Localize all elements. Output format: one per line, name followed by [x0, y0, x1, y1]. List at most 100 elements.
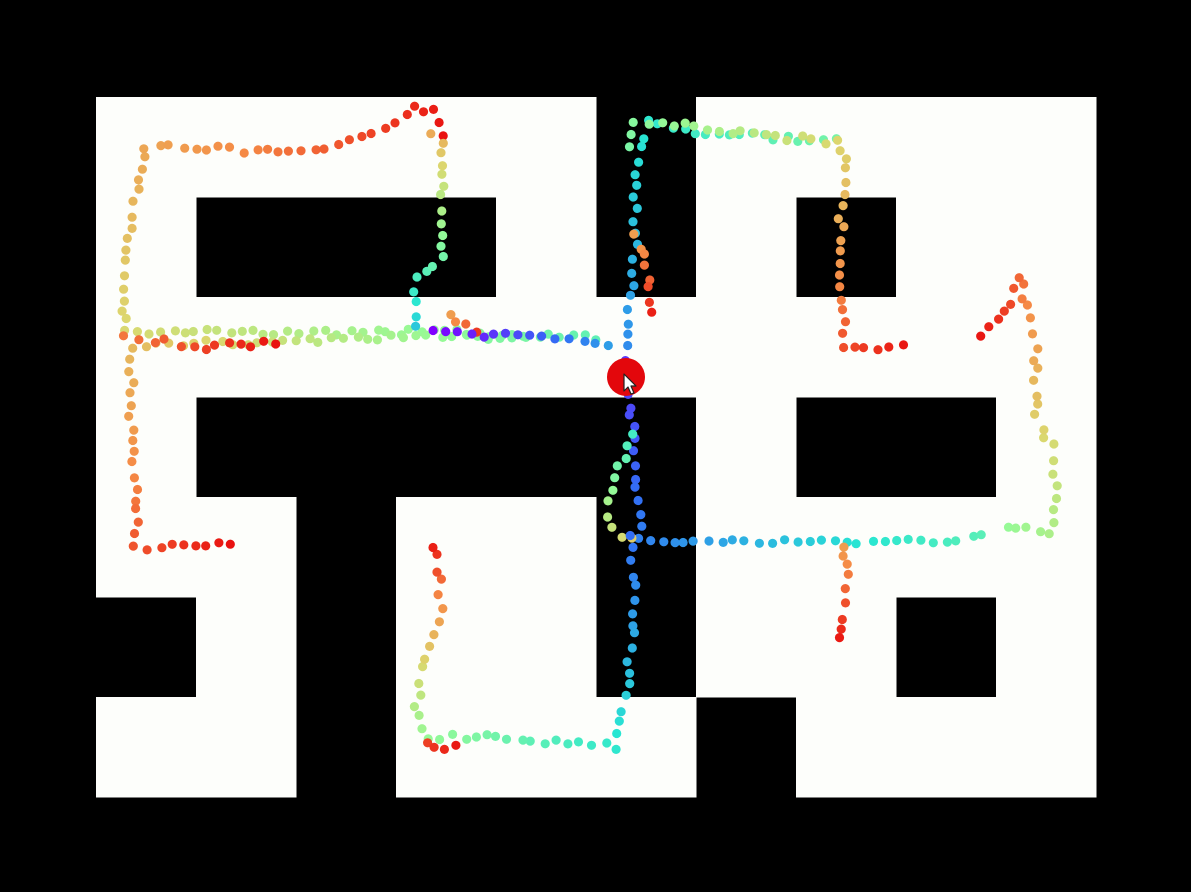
trail-dot — [658, 118, 668, 128]
trail-dot — [688, 536, 698, 546]
trail-dot — [969, 531, 979, 541]
trail-dot — [821, 139, 831, 149]
trail-dot — [644, 297, 655, 307]
trail-dot — [1036, 527, 1046, 537]
trail-dot — [129, 528, 140, 539]
trail-dot — [347, 326, 357, 336]
trail-dot — [209, 340, 220, 350]
trail-dot — [309, 326, 319, 336]
trail-dot — [313, 337, 323, 347]
trail-dot — [840, 598, 851, 608]
trail-dot — [142, 545, 152, 555]
cursor-layer — [623, 373, 637, 395]
trail-dot — [525, 736, 535, 746]
maze-floor-cell — [396, 297, 497, 398]
maze-floor-cell — [96, 197, 197, 298]
maze-floor-cell — [796, 597, 897, 698]
trail-dot — [156, 141, 166, 151]
trail-dot — [928, 538, 938, 548]
trail-dot — [353, 332, 363, 342]
trail-dot — [180, 328, 190, 338]
trail-dot — [163, 140, 173, 150]
trail-dot — [622, 657, 632, 667]
maze-floor-cell — [696, 97, 797, 198]
maze-floor-cell — [196, 597, 297, 698]
maze-floor-cell — [796, 697, 897, 798]
trail-dot — [628, 192, 638, 202]
maze-floor-cell — [696, 597, 797, 698]
trail-dot — [227, 328, 237, 338]
trail-dot — [976, 331, 986, 341]
trail-dot — [573, 737, 584, 747]
trail-dot — [1009, 283, 1019, 293]
maze-floor-cell — [196, 97, 297, 198]
trail-dot — [632, 180, 642, 190]
maze-floor-cell — [496, 197, 597, 298]
maze-floor-cell — [696, 197, 797, 298]
trail-dot — [451, 740, 461, 750]
trail-dot — [626, 555, 636, 565]
trail-dot — [840, 163, 851, 173]
trail-dot — [467, 329, 477, 339]
trail-dot — [624, 410, 634, 420]
trail-dot — [836, 624, 846, 634]
trail-dot — [128, 435, 138, 446]
trail-dot — [623, 319, 633, 329]
trail-dot — [999, 306, 1009, 316]
trail-dot — [898, 340, 909, 350]
maze-floor-cell — [596, 697, 697, 798]
trail-dot — [976, 530, 986, 540]
trail-dot — [412, 272, 422, 282]
trail-dot — [830, 536, 841, 546]
trail-dot — [834, 633, 845, 643]
trail-dot — [835, 258, 845, 269]
trail-dot — [427, 261, 437, 272]
trail-dot — [132, 327, 142, 337]
trail-dot — [839, 222, 849, 232]
trail-dot — [1014, 273, 1024, 283]
maze-floor-cell — [196, 697, 297, 798]
trail-dot — [411, 296, 421, 307]
trail-dot — [1039, 425, 1049, 435]
trail-dot — [425, 641, 435, 652]
trail-dot — [833, 214, 843, 224]
trail-dot — [421, 330, 431, 340]
trail-dot — [903, 534, 913, 545]
trail-dot — [338, 333, 348, 343]
trail-dot — [201, 541, 211, 551]
maze-floor-cell — [296, 97, 397, 198]
trail-dot — [283, 146, 293, 156]
trail-dot — [452, 327, 462, 337]
trail-dot — [268, 330, 279, 340]
trail-dot — [780, 535, 790, 545]
trail-dot — [627, 254, 638, 264]
trail-dot — [644, 119, 654, 129]
trail-dot — [127, 223, 137, 233]
trail-dot — [518, 735, 528, 745]
trail-dot — [129, 425, 139, 435]
trail-dot — [170, 326, 180, 336]
trail-dot — [892, 535, 902, 546]
trail-dot — [374, 325, 384, 335]
trail-segment-central-stub — [446, 310, 482, 337]
arrow-cursor-icon — [623, 373, 637, 395]
trail-dot — [432, 567, 442, 577]
trail-dot — [590, 338, 600, 348]
trail-dot — [490, 731, 501, 742]
trail-dot — [409, 287, 419, 297]
trail-dot — [612, 728, 622, 739]
trail-dot — [833, 135, 843, 145]
maze-floor-cell — [896, 697, 997, 798]
trail-dot — [271, 339, 281, 349]
trail-dot — [434, 617, 444, 627]
maze-floor-cell — [296, 297, 397, 398]
trail-dot — [782, 135, 792, 146]
trail-dot — [248, 325, 258, 335]
trail-dot — [634, 533, 644, 544]
trail-dot — [850, 342, 860, 352]
maze-floor-cell — [896, 197, 997, 298]
trail-dot — [437, 206, 447, 216]
trail-dot — [550, 334, 560, 344]
trail-dot — [1022, 300, 1032, 310]
